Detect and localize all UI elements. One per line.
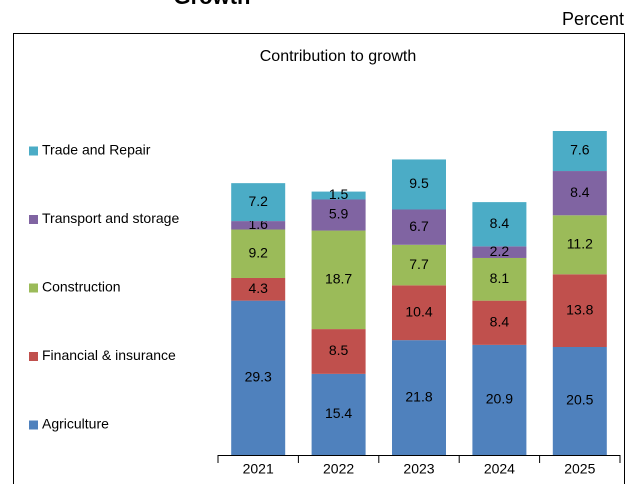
- data-label: 5.9: [329, 206, 349, 222]
- bar-segment: [472, 202, 527, 247]
- bar-segment: [231, 277, 286, 301]
- bar-segment: [472, 246, 527, 258]
- bar-segment: [392, 340, 446, 455]
- legend-label: Financial & insurance: [42, 347, 176, 363]
- data-label: 10.4: [405, 303, 432, 319]
- x-tick-label: 2023: [403, 461, 434, 477]
- data-label: 20.5: [566, 392, 593, 408]
- bar-segment: [472, 344, 527, 455]
- data-label: 8.4: [490, 313, 510, 329]
- data-label: 9.5: [409, 175, 429, 191]
- heading: Growth: [174, 0, 251, 9]
- bar-segment: [311, 230, 366, 330]
- data-label: 7.2: [248, 193, 268, 209]
- bar-segment: [311, 191, 366, 200]
- bar-segment: [311, 373, 366, 455]
- data-label: 8.4: [570, 184, 590, 200]
- bar-segment: [311, 329, 366, 374]
- legend-label: Transport and storage: [42, 210, 179, 226]
- data-label: 15.4: [325, 405, 352, 421]
- x-tick-label: 2025: [564, 461, 595, 477]
- bar-segment: [552, 274, 607, 347]
- data-label: 9.2: [248, 244, 268, 260]
- x-tick-label: 2021: [243, 461, 274, 477]
- chart-title: Contribution to growth: [260, 48, 417, 65]
- bar-segment: [392, 209, 446, 245]
- legend-label: Trade and Repair: [42, 142, 151, 158]
- data-label: 6.7: [409, 218, 429, 234]
- data-label: 13.8: [566, 301, 593, 317]
- data-label: 11.2: [567, 235, 593, 251]
- bar-segment: [552, 131, 607, 172]
- data-label: 4.3: [248, 280, 268, 296]
- bar-segment: [552, 215, 607, 275]
- data-label: 20.9: [486, 391, 513, 407]
- data-label: 7.6: [570, 142, 590, 158]
- x-tick-label: 2022: [323, 461, 354, 477]
- data-label: 29.3: [245, 369, 272, 385]
- bar-segment: [311, 199, 366, 231]
- data-label: 8.5: [329, 342, 349, 358]
- bar-segment: [392, 244, 446, 286]
- x-tick-label: 2024: [484, 461, 515, 477]
- data-label: 1.5: [329, 186, 349, 202]
- legend-swatch: [29, 420, 38, 430]
- bar-segment: [552, 347, 607, 455]
- bar-segment: [231, 183, 286, 222]
- bar-segment: [472, 257, 527, 301]
- legend-swatch: [29, 146, 38, 156]
- bar-segment: [392, 159, 446, 210]
- legend-swatch: [29, 352, 38, 361]
- unit-label: Percent: [562, 9, 624, 29]
- data-label: 7.7: [409, 256, 429, 272]
- data-label: 18.7: [325, 271, 352, 287]
- data-label: 21.8: [405, 388, 432, 404]
- bar-segment: [392, 285, 446, 341]
- legend-label: Construction: [42, 279, 121, 295]
- legend-swatch: [29, 215, 38, 224]
- bar-segment: [472, 300, 527, 345]
- data-label: 2.2: [490, 243, 510, 259]
- bar-segment: [231, 300, 286, 455]
- legend-swatch: [29, 283, 38, 293]
- legend-label: Agriculture: [42, 416, 109, 432]
- bar-segment: [552, 171, 607, 216]
- data-label: 8.4: [490, 215, 510, 231]
- chart-frame: [13, 33, 625, 484]
- bar-segment: [231, 229, 286, 278]
- bar-segment: [231, 221, 286, 230]
- data-label: 8.1: [490, 270, 510, 286]
